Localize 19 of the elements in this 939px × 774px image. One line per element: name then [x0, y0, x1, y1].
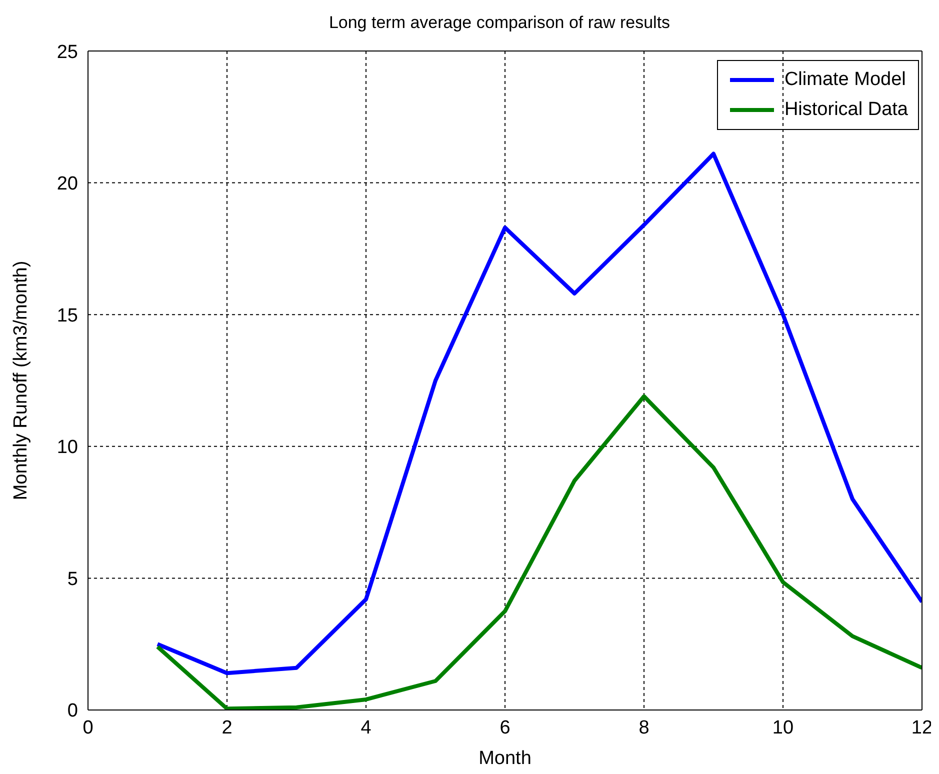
line-series	[156, 394, 922, 710]
y-tick-label: 0	[67, 700, 78, 722]
y-tick-label: 15	[56, 305, 78, 326]
chart-title: Long term average comparison of raw results	[328, 12, 672, 34]
legend-label: Historical Data	[784, 99, 908, 121]
x-tick-label: 6	[500, 717, 510, 738]
legend-label: Climate Model	[784, 69, 906, 91]
y-tick-label: 25	[56, 42, 78, 63]
y-axis-title: Monthly Runoff (km3/month)	[10, 260, 32, 500]
line-series	[156, 152, 922, 676]
x-tick-label: 0	[82, 717, 94, 738]
x-tick-label: 8	[638, 717, 650, 738]
y-tick-label: 20	[56, 174, 78, 195]
x-tick-label: 2	[222, 717, 232, 738]
x-tick-label: 10	[772, 717, 794, 738]
y-tick-label: 5	[67, 568, 78, 590]
x-axis-title: Month	[478, 748, 532, 769]
y-tick-label: 10	[56, 437, 78, 458]
x-tick-label: 4	[360, 717, 372, 738]
